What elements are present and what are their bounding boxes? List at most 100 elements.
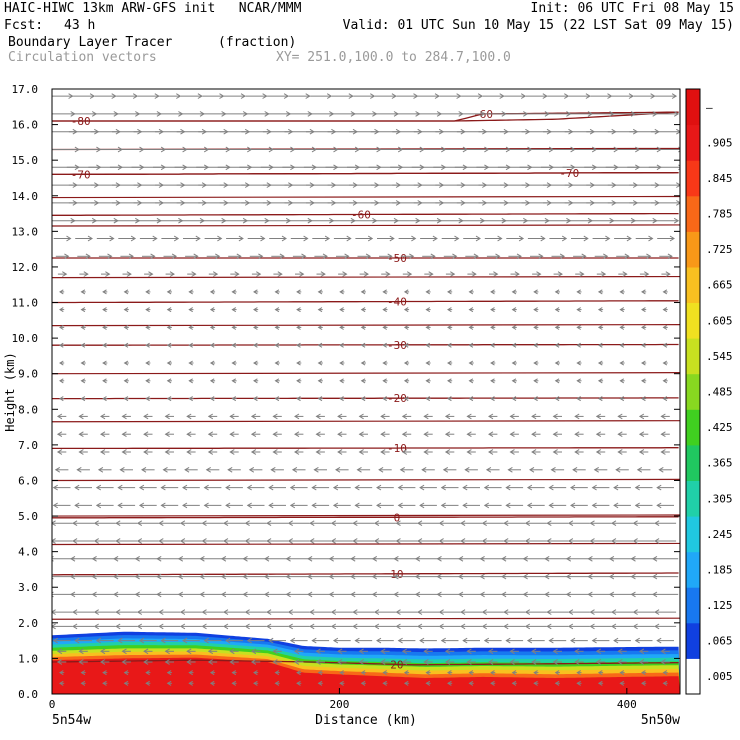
wind-vector-head [136, 520, 143, 527]
wind-vector-head [490, 342, 495, 348]
wind-vector-head [425, 360, 431, 366]
wind-vector-head [371, 591, 378, 598]
wind-vector-head [289, 484, 296, 491]
wind-vector-head [503, 609, 509, 615]
wind-vector-head [305, 93, 311, 99]
wind-vector-head [317, 342, 323, 348]
wind-vector-head [554, 307, 560, 313]
wind-vector-head [531, 449, 537, 455]
wind-vector-head [425, 396, 431, 402]
wind-vector-head [576, 289, 581, 295]
wind-vector-head [619, 680, 625, 686]
colorbar-label: .725 [706, 243, 733, 256]
colorbar-label: .785 [706, 208, 733, 221]
wind-vector-head [52, 538, 56, 544]
y-tick-label: 4.0 [18, 546, 38, 559]
wind-vector-head [522, 555, 528, 562]
wind-vector-head [526, 637, 533, 644]
wind-vector-head [294, 431, 300, 438]
wind-vector-head [373, 609, 380, 615]
wind-vector-head [479, 573, 485, 580]
wind-vector-head [186, 431, 192, 438]
wind-vector-head [231, 289, 237, 295]
wind-vector-head [309, 538, 315, 544]
y-tick-label: 3.0 [18, 581, 38, 594]
wind-vector-head [425, 670, 431, 676]
wind-vector-head [641, 670, 646, 676]
wind-vector-head [164, 648, 170, 655]
wind-vector-head [397, 484, 403, 491]
wind-vector-head [565, 591, 572, 598]
wind-vector-head [191, 271, 197, 277]
wind-vector-head [56, 431, 63, 438]
isotherm-line [52, 195, 680, 199]
wind-vector-head [522, 591, 528, 598]
wind-vector-head [145, 378, 150, 384]
wind-vector-head [660, 449, 666, 455]
wind-vector-head [339, 680, 344, 686]
wind-vector-head [80, 360, 86, 366]
wind-vector-head [585, 93, 591, 99]
wind-vector-head [344, 253, 350, 260]
wind-vector-head [59, 342, 64, 348]
wind-vector-head [611, 520, 617, 527]
wind-vector-head [250, 449, 257, 455]
wind-vector-head [458, 573, 464, 580]
colorbar-label: .005 [706, 670, 733, 683]
wind-vector-head [641, 396, 646, 402]
wind-vector-head [138, 637, 145, 644]
y-tick-label: 0.0 [18, 688, 38, 701]
wind-vector-head [123, 324, 129, 330]
wind-vector-head [548, 484, 554, 491]
temperature-contour [52, 516, 679, 519]
wind-vector-head [337, 659, 343, 665]
wind-vector-head [490, 307, 495, 313]
wind-vector-head [264, 573, 270, 580]
wind-vector-head [363, 271, 369, 277]
wind-vector-head [220, 555, 227, 562]
wind-vector-head [401, 648, 408, 655]
wind-vector-head [403, 670, 409, 676]
wind-vector-head [447, 360, 452, 366]
wind-vector-head [641, 289, 646, 295]
wind-vector-head [188, 670, 193, 676]
wind-vector-head [294, 648, 300, 655]
wind-vector-head [313, 466, 319, 473]
wind-vector-head [414, 555, 421, 562]
wind-vector-head [52, 484, 58, 491]
wind-vector-head [209, 378, 215, 384]
colorbar-label: .545 [706, 350, 733, 363]
wind-vector-head [423, 413, 429, 420]
wind-vector-head [533, 378, 538, 384]
wind-vector-head [311, 637, 317, 644]
wind-vector-head [509, 413, 515, 420]
wind-vector-head [511, 342, 517, 348]
wind-vector-head [85, 253, 91, 260]
wind-vector-head [78, 431, 84, 438]
wind-vector-head [619, 670, 625, 676]
wind-vector-head [393, 555, 399, 562]
isotherm-line [52, 275, 680, 279]
wind-vector-head [554, 324, 560, 330]
wind-vector-head [138, 484, 145, 491]
wind-vector-head [332, 484, 339, 491]
wind-vector-head [193, 253, 199, 260]
wind-vector-head [166, 670, 172, 676]
colorbar-swatch [686, 302, 700, 339]
isotherm-line [52, 372, 680, 375]
wind-vector-head [188, 360, 193, 366]
wind-vector-head [285, 591, 291, 598]
y-tick-label: 13.0 [12, 225, 39, 238]
wind-vector-head [520, 93, 527, 99]
wind-vector-head [490, 680, 495, 686]
wind-vector-head [250, 659, 257, 665]
wind-vector-head [102, 307, 107, 313]
y-tick-label: 7.0 [18, 439, 38, 452]
wind-vector-head [589, 520, 595, 527]
wind-vector-head [59, 307, 64, 313]
wind-vector-head [294, 659, 300, 665]
wind-vector-head [296, 360, 301, 366]
wind-vector-head [102, 342, 107, 348]
wind-vector-head [518, 235, 525, 242]
wind-vector-head [656, 484, 662, 491]
